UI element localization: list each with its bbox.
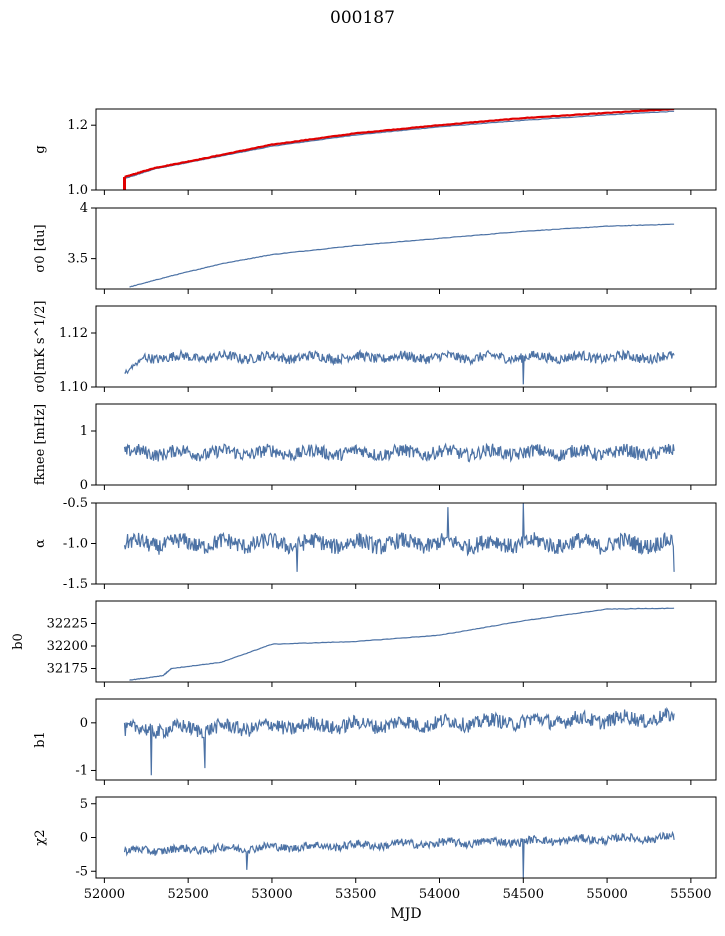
xtick-label: 53000 <box>251 887 292 902</box>
ytick-label: 5 <box>80 797 88 812</box>
panel-b0: 32175 32200 32225 b0 <box>11 600 717 687</box>
series-line-sigma0mK-0 <box>124 348 675 385</box>
ytick-label: -1.0 <box>63 537 88 552</box>
series-line-alpha-0 <box>123 503 675 572</box>
xlabel: MJD <box>390 906 421 922</box>
panel-frame-b0 <box>95 600 717 683</box>
ytick-label: 0 <box>80 478 88 493</box>
ytick-label: 1.12 <box>59 326 88 341</box>
panel-chi2-plot <box>123 830 675 878</box>
series-line-b1-0 <box>123 706 675 776</box>
ylabel-b1: b1 <box>33 731 48 748</box>
ylabel-sigma0mK: σ0[mK s^1/2] <box>33 301 48 393</box>
panel-frame-g <box>95 108 717 191</box>
ytick-label: -5 <box>75 864 88 879</box>
ytick-label: 0 <box>80 831 88 846</box>
ytick-label: 3.5 <box>67 252 88 267</box>
ylabel-b0: b0 <box>11 633 26 650</box>
figure-title: 000187 <box>330 8 395 28</box>
xtick-label: 52500 <box>167 887 208 902</box>
ytick-label: 32175 <box>47 662 88 677</box>
ylabel-alpha: α <box>33 539 48 548</box>
ytick-label: 1.10 <box>59 380 88 395</box>
ylabel-fknee: fknee [mHz] <box>33 404 48 485</box>
xtick-label: 53500 <box>335 887 376 902</box>
xtick-label: 54500 <box>503 887 544 902</box>
series-line-g-1 <box>124 109 675 178</box>
ytick-label: -1.5 <box>63 577 88 592</box>
panel-g-plot <box>122 109 675 190</box>
ytick-label: 0 <box>80 716 88 731</box>
ytick-label: -0.5 <box>63 496 88 511</box>
series-line-g-0 <box>124 110 675 180</box>
panel-b1-plot <box>123 706 675 776</box>
panel-sigma0mK: 1.10 1.12 σ0[mK s^1/2] <box>33 301 717 395</box>
xtick-label: 55500 <box>670 887 711 902</box>
ytick-label: 1.0 <box>67 183 88 198</box>
panel-frame-b1 <box>95 698 717 781</box>
series-line-sigma0du-0 <box>129 223 675 288</box>
xtick-label: 55000 <box>586 887 627 902</box>
panel-fknee: 0 1 fknee [mHz] <box>33 403 717 493</box>
ylabel-sigma0du: σ0 [du] <box>33 224 48 272</box>
panel-b0-plot <box>129 607 675 681</box>
panel-frame-sigma0mK <box>95 305 717 388</box>
ytick-label: 32225 <box>47 617 88 632</box>
panel-chi2: -5 0 5 χ2 <box>33 796 717 883</box>
ytick-label: 4 <box>80 201 88 216</box>
panel-b1: -1 0 b1 <box>33 698 717 785</box>
panel-frame-fknee <box>95 403 717 486</box>
series-line-fknee-0 <box>123 442 675 463</box>
panel-sigma0mK-plot <box>124 348 675 385</box>
xtick-label: 52000 <box>84 887 125 902</box>
ytick-label: 1.2 <box>67 118 88 133</box>
xtick-label: 54000 <box>419 887 460 902</box>
series-line-chi2-0 <box>123 830 675 878</box>
ylabel-g: g <box>33 145 48 153</box>
panel-frame-sigma0du <box>95 207 717 290</box>
panel-alpha: -1.5 -1.0 -0.5 α <box>33 496 717 592</box>
ylabel-chi2: χ2 <box>33 829 48 845</box>
panel-sigma0du-plot <box>129 223 675 288</box>
ytick-label: -1 <box>75 763 88 778</box>
panel-alpha-plot <box>123 503 675 572</box>
ytick-label: 1 <box>80 424 88 439</box>
panel-sigma0du: 3.5 4 σ0 [du] <box>33 201 717 294</box>
panel-fknee-plot <box>123 442 675 463</box>
panel-g: 1.0 1.2 g <box>33 108 717 198</box>
ytick-label: 32200 <box>47 639 88 654</box>
series-line-b0-0 <box>129 607 675 681</box>
